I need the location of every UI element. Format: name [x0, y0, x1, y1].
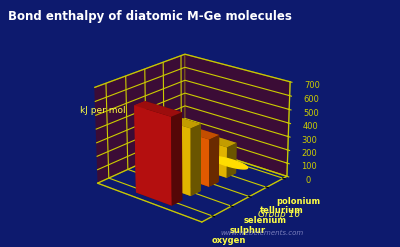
Text: kJ per mol: kJ per mol: [80, 106, 125, 115]
Text: www.webelements.com: www.webelements.com: [220, 230, 303, 236]
Text: Bond enthalpy of diatomic M-Ge molecules: Bond enthalpy of diatomic M-Ge molecules: [8, 10, 292, 23]
Text: Group 16: Group 16: [258, 209, 300, 219]
